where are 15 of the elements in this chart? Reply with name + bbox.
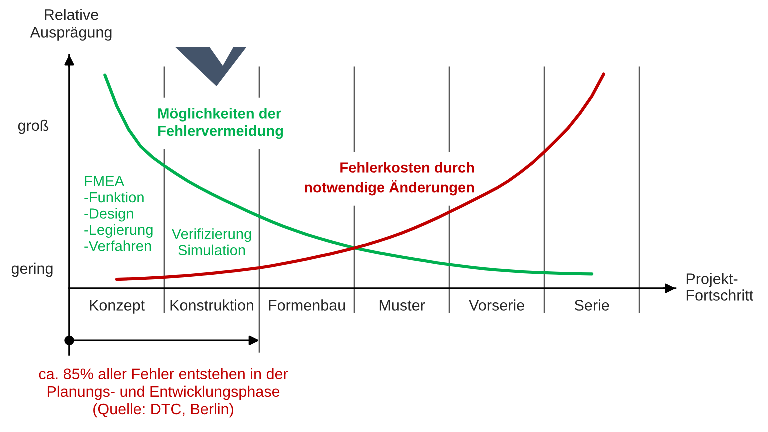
x-tick-label: Formenbau	[269, 300, 346, 311]
text: ca. 85% aller Fehler entstehen in der Planungs- und Entwicklungsphase (Quelle: DTC, Berlin)	[39, 368, 288, 418]
series-label: Fehlerkosten durch notwendige Änderungen	[305, 162, 474, 196]
x-tick-label: Serie	[574, 300, 610, 311]
x-tick-label: Vorserie	[469, 300, 524, 311]
x-axis-title: Projekt- Fortschritt	[686, 273, 754, 301]
x-tick-label: Konstruktion	[170, 300, 254, 311]
text: groß	[18, 120, 49, 134]
series-label: Möglichkeiten der Fehlervermeidung	[158, 108, 284, 140]
y-axis-title: Relative Ausprägung	[30, 9, 112, 41]
annotation: FMEA -Funktion -Design -Legierung -Verfahren	[84, 176, 153, 252]
x-tick-label: Muster	[380, 300, 426, 311]
x-tick-label: Konzept	[90, 300, 145, 314]
text: gering	[12, 262, 53, 278]
annotation: Verifizierung Simulation	[172, 228, 252, 256]
